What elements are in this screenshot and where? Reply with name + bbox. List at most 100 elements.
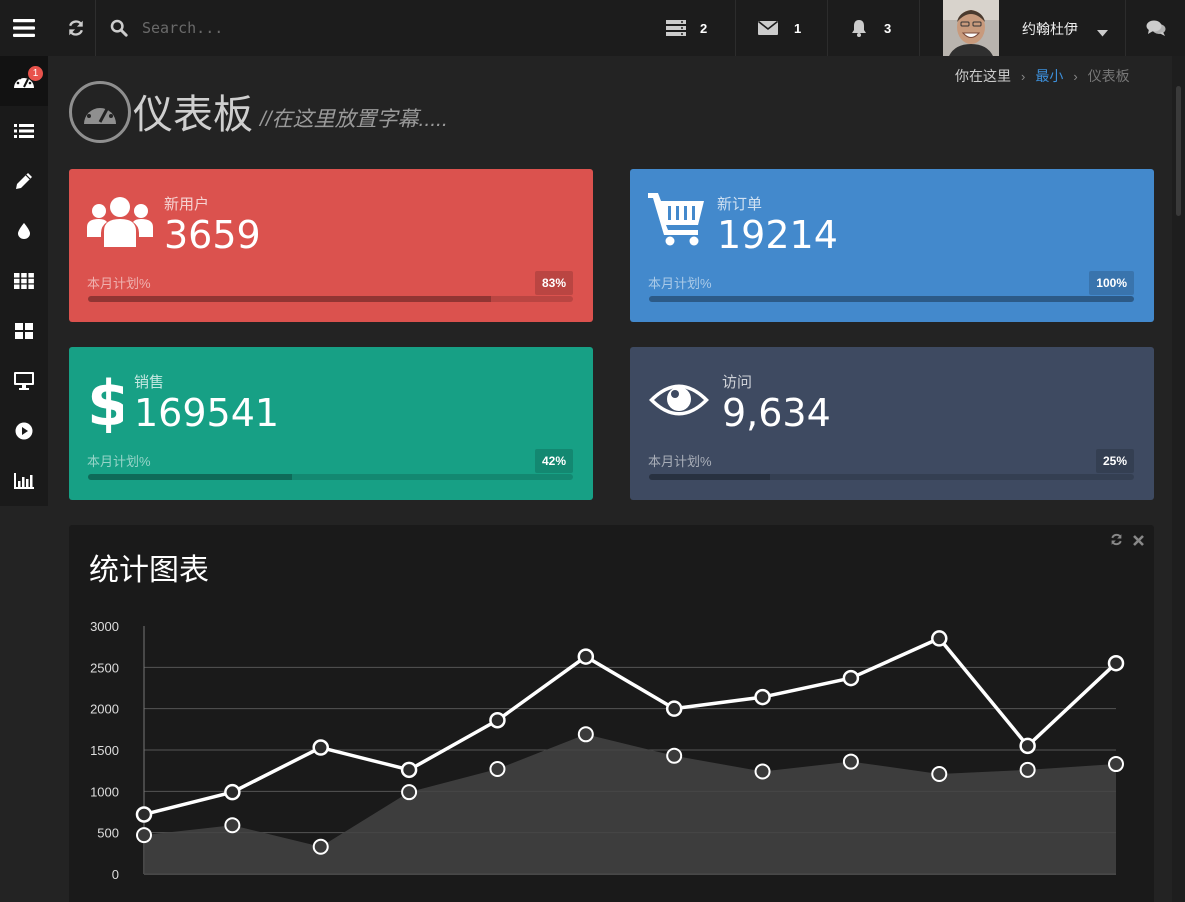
card-progress-bar	[88, 296, 573, 302]
envelope-icon	[758, 21, 778, 35]
chat-button[interactable]	[1125, 0, 1185, 56]
area-point	[224, 817, 241, 834]
search-box	[110, 10, 330, 46]
list-icon	[14, 124, 34, 138]
menu-toggle-button[interactable]	[0, 0, 48, 56]
panel-title: 统计图表	[89, 553, 209, 588]
stat-card-visits: 访问 9,634 本月计划% 25%	[630, 347, 1154, 500]
panel-close-button[interactable]	[1133, 533, 1144, 551]
eye-icon	[648, 379, 710, 426]
breadcrumb-label: 你在这里	[955, 68, 1011, 84]
sidebar-nav: 1	[0, 56, 48, 506]
search-input[interactable]	[142, 19, 312, 37]
line-point	[489, 711, 506, 729]
server-notification-button[interactable]: 2	[666, 0, 736, 56]
card-label: 销售	[134, 374, 165, 391]
card-label: 访问	[722, 374, 753, 391]
sidebar-item-theme[interactable]	[0, 206, 48, 256]
area-point	[312, 838, 329, 855]
area-point	[489, 761, 506, 778]
card-plan-label: 本月计划%	[648, 454, 712, 469]
area-series	[144, 734, 1116, 874]
sidebar-item-charts[interactable]	[0, 456, 48, 506]
close-icon	[1133, 535, 1144, 546]
card-percent-badge: 83%	[534, 271, 573, 295]
card-percent-badge: 42%	[534, 449, 573, 473]
card-progress-bar	[649, 296, 1134, 302]
area-point	[842, 753, 859, 770]
area-point	[931, 765, 948, 782]
tachometer-icon	[84, 102, 116, 124]
card-value: 169541	[134, 391, 280, 435]
mail-count: 1	[794, 20, 802, 36]
sidebar-badge: 1	[28, 66, 43, 81]
stat-card-new-orders: 新订单 19214 本月计划% 100%	[630, 169, 1154, 322]
sidebar-item-grid[interactable]	[0, 256, 48, 306]
y-tick-label: 2500	[90, 660, 119, 675]
caret-down-icon	[1097, 30, 1108, 37]
line-point	[577, 648, 595, 665]
panel-refresh-button[interactable]	[1110, 533, 1123, 551]
card-progress-fill	[88, 296, 491, 302]
mail-notification-button[interactable]: 1	[758, 0, 828, 56]
y-tick-label: 1500	[90, 743, 119, 758]
card-label: 新用户	[164, 196, 210, 213]
line-point	[224, 783, 241, 801]
sidebar-item-edit[interactable]	[0, 156, 48, 206]
sidebar-item-widgets[interactable]	[0, 306, 48, 356]
username-label[interactable]: 约翰杜伊	[1022, 21, 1078, 37]
breadcrumb-current: 仪表板	[1087, 68, 1130, 84]
line-point	[931, 630, 948, 647]
area-point	[1108, 756, 1124, 773]
refresh-button[interactable]	[56, 0, 96, 56]
card-value: 9,634	[722, 391, 831, 435]
bell-notification-button[interactable]: 3	[850, 0, 920, 56]
y-tick-label: 0	[112, 867, 119, 882]
line-point	[312, 739, 329, 756]
card-progress-fill	[649, 296, 1134, 302]
dashboard-icon	[14, 74, 34, 88]
user-menu-caret[interactable]	[1097, 24, 1108, 42]
breadcrumb: 你在这里 › 最小 › 仪表板	[955, 66, 1130, 86]
chevron-right-icon: ›	[1073, 68, 1078, 84]
users-icon	[87, 191, 153, 260]
y-tick-label: 2000	[90, 702, 119, 717]
pencil-icon	[16, 173, 32, 189]
panel-tools	[1110, 533, 1144, 551]
avatar-image	[943, 0, 999, 56]
card-value: 19214	[717, 213, 838, 257]
y-tick-label: 500	[97, 826, 119, 841]
bell-icon	[852, 20, 866, 37]
user-avatar[interactable]	[943, 0, 999, 56]
area-point	[401, 784, 418, 801]
line-series	[143, 636, 1118, 817]
sidebar-item-dashboard[interactable]: 1	[0, 56, 48, 106]
card-value: 3659	[164, 213, 261, 257]
top-navbar: 2 1 3 约翰杜伊	[0, 0, 1185, 56]
cart-icon	[648, 191, 706, 252]
statistics-chart: 0 500 1000 1500 2000 2500 3000	[90, 619, 1125, 882]
line-point	[665, 700, 683, 717]
page-scrollbar[interactable]	[1172, 56, 1185, 902]
scrollbar-thumb[interactable]	[1176, 86, 1181, 216]
page-subtitle: //在这里放置字幕.....	[260, 108, 448, 131]
y-tick-label: 3000	[90, 619, 119, 634]
play-circle-icon	[15, 422, 33, 440]
line-point	[135, 806, 153, 823]
card-percent-badge: 25%	[1095, 449, 1134, 473]
chevron-right-icon: ›	[1021, 68, 1026, 84]
breadcrumb-link[interactable]: 最小	[1035, 68, 1064, 84]
refresh-icon	[68, 20, 83, 36]
search-icon	[110, 19, 128, 37]
desktop-icon	[14, 372, 34, 390]
sidebar-item-desktop[interactable]	[0, 356, 48, 406]
sidebar-item-list[interactable]	[0, 106, 48, 156]
sidebar-item-media[interactable]	[0, 406, 48, 456]
card-progress-bar	[88, 474, 573, 480]
area-point	[1019, 761, 1036, 778]
grid-icon	[14, 273, 34, 289]
tint-icon	[18, 223, 30, 239]
card-plan-label: 本月计划%	[87, 276, 151, 291]
area-point	[754, 763, 771, 780]
area-point	[136, 827, 152, 844]
